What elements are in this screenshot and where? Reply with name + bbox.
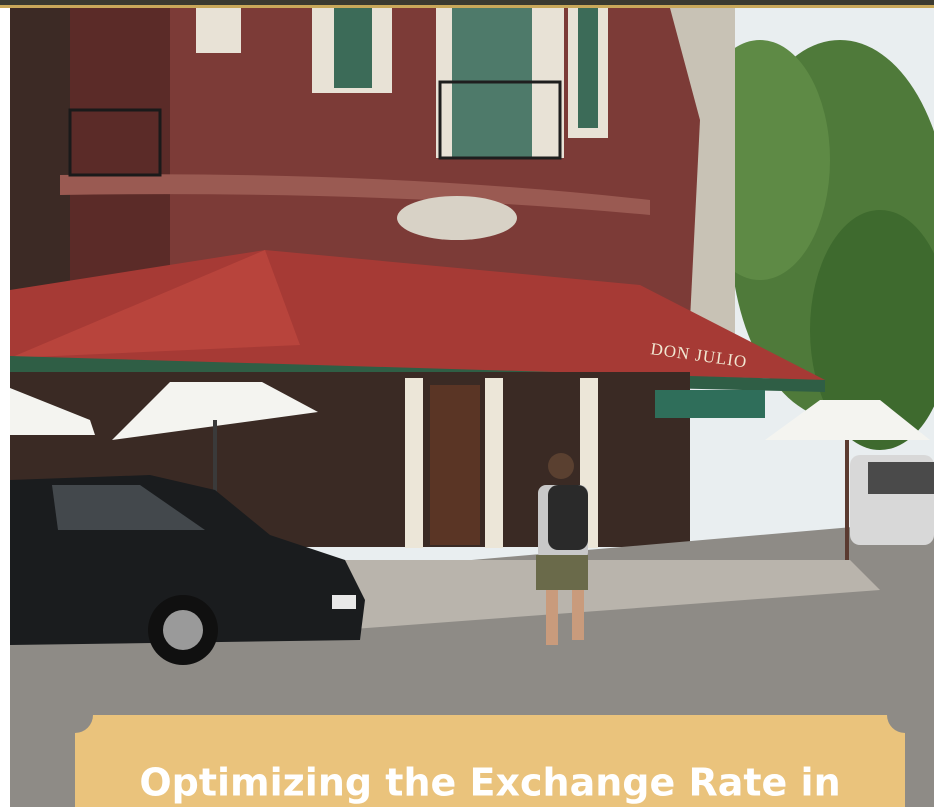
- article-title: Optimizing the Exchange Rate in: [139, 761, 840, 805]
- hero: DON JULIO Optimizing the Exchange Rate i…: [0, 0, 934, 807]
- top-border-trim: [0, 5, 934, 8]
- page: DON JULIO Optimizing the Exchange Rate i…: [0, 0, 934, 807]
- photo: DON JULIO: [10, 8, 934, 807]
